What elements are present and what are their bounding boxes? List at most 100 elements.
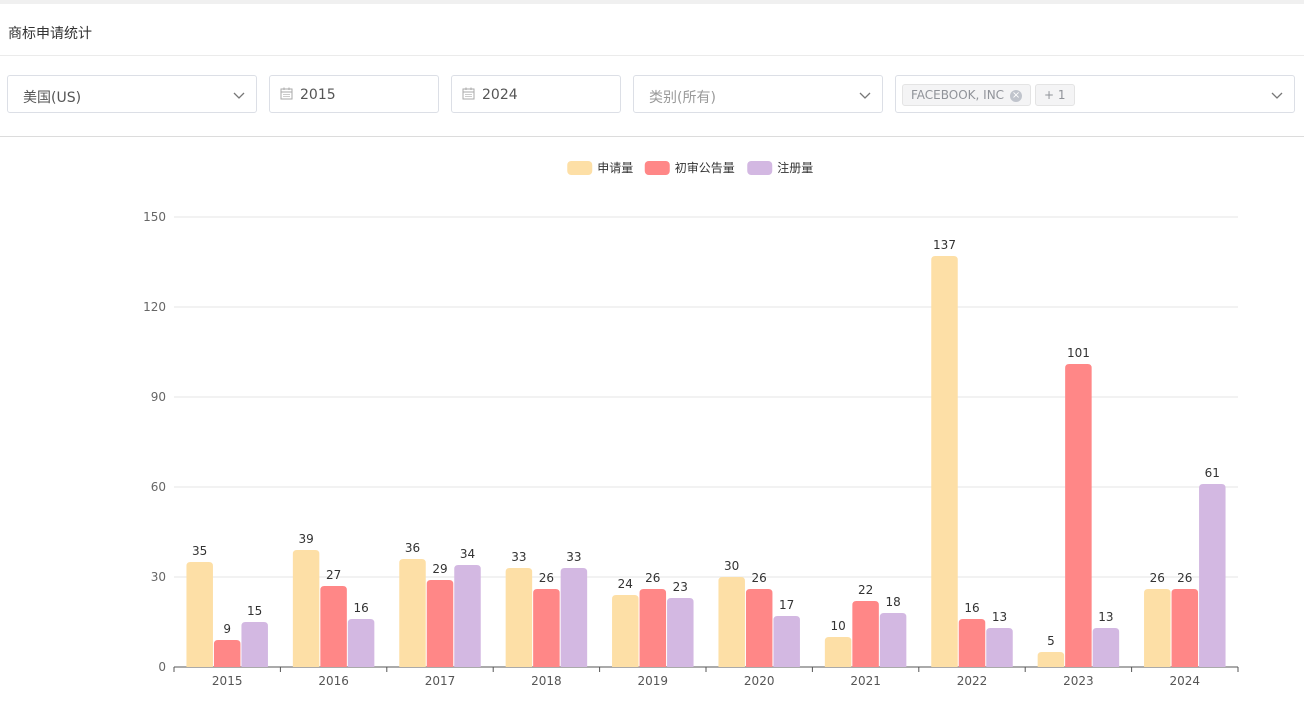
data-label: 36 (405, 541, 420, 555)
x-tick-label: 2015 (212, 674, 243, 688)
bar (399, 559, 426, 667)
bar (560, 568, 588, 667)
end-year-value: 2024 (482, 87, 518, 103)
legend-swatch (567, 161, 593, 175)
start-year-picker[interactable]: 2015 (269, 75, 439, 113)
bar (718, 577, 745, 667)
x-tick-label: 2021 (850, 674, 881, 688)
bar (612, 595, 639, 667)
calendar-icon (462, 87, 475, 100)
bar (292, 550, 320, 667)
y-tick-label: 30 (151, 570, 166, 584)
legend-swatch (644, 161, 670, 175)
country-value: 美国(US) (23, 90, 82, 106)
bar (1037, 652, 1065, 667)
bar (241, 622, 268, 667)
bar (186, 562, 213, 667)
data-label: 26 (1150, 571, 1165, 585)
chevron-down-icon (233, 92, 245, 99)
bar (505, 568, 533, 667)
bar (824, 637, 852, 667)
data-label: 26 (752, 571, 767, 585)
x-tick-label: 2016 (318, 674, 349, 688)
data-label: 61 (1205, 466, 1220, 480)
data-label: 9 (223, 622, 231, 636)
data-label: 33 (511, 550, 526, 564)
bar (986, 628, 1013, 667)
data-label: 24 (618, 577, 633, 591)
x-tick-label: 2019 (638, 674, 669, 688)
y-tick-label: 60 (151, 480, 166, 494)
applicant-more-tag: + 1 (1035, 84, 1075, 106)
data-label: 26 (645, 571, 660, 585)
bar (931, 256, 958, 667)
bar (320, 586, 347, 667)
data-label: 5 (1047, 634, 1055, 648)
data-label: 26 (1177, 571, 1192, 585)
trademark-chart: 0 30 60 90 120 150 2015 35 9 15 2016 39 27 16 2017 36 29… (0, 137, 1304, 707)
data-label: 101 (1067, 346, 1090, 360)
bar (773, 616, 800, 667)
y-tick-label: 120 (143, 300, 166, 314)
data-label: 26 (539, 571, 554, 585)
x-tick-label: 2017 (425, 674, 456, 688)
bar (1144, 589, 1171, 667)
bar (1065, 364, 1092, 667)
page-header: 商标申请统计 (0, 5, 1304, 56)
data-label: 22 (858, 583, 873, 597)
x-tick-label: 2023 (1063, 674, 1094, 688)
data-label: 23 (673, 580, 688, 594)
bar (852, 601, 879, 667)
data-label: 39 (298, 532, 313, 546)
data-label: 137 (933, 238, 956, 252)
data-label: 13 (992, 610, 1007, 624)
data-label: 16 (964, 601, 979, 615)
x-tick-label: 2018 (531, 674, 562, 688)
applicant-tag: FACEBOOK, INC × (902, 84, 1032, 106)
legend-label: 初审公告量 (675, 160, 735, 175)
bar-chart-svg: 0 30 60 90 120 150 2015 35 9 15 2016 39 27 16 2017 36 29… (143, 160, 1239, 688)
country-select[interactable]: 美国(US) (7, 75, 257, 113)
data-label: 33 (566, 550, 581, 564)
legend-label: 申请量 (597, 161, 633, 175)
data-label: 27 (326, 568, 341, 582)
data-label: 13 (1098, 610, 1113, 624)
bar (533, 589, 560, 667)
x-tick-label: 2020 (744, 674, 775, 688)
end-year-picker[interactable]: 2024 (451, 75, 621, 113)
chevron-down-icon (1271, 92, 1283, 99)
bar (1199, 484, 1226, 667)
data-label: 30 (724, 559, 739, 573)
bar (213, 640, 241, 667)
data-label: 34 (460, 547, 475, 561)
applicant-tag-label: FACEBOOK, INC (911, 88, 1005, 102)
y-tick-label: 0 (158, 660, 166, 674)
close-icon[interactable]: × (1010, 89, 1023, 102)
bar (639, 589, 667, 667)
data-label: 18 (885, 595, 900, 609)
bar (1092, 628, 1120, 667)
x-tick-label: 2022 (957, 674, 988, 688)
data-label: 15 (247, 604, 262, 618)
data-label: 17 (779, 598, 794, 612)
page-title: 商标申请统计 (8, 26, 92, 42)
bar (958, 619, 986, 667)
data-label: 29 (432, 562, 447, 576)
bar (745, 589, 773, 667)
data-label: 35 (192, 544, 207, 558)
legend-label: 注册量 (777, 160, 813, 175)
chevron-down-icon (859, 92, 871, 99)
applicant-select[interactable]: FACEBOOK, INC × + 1 (895, 75, 1295, 113)
y-tick-label: 90 (151, 390, 166, 404)
top-border (0, 0, 1304, 4)
data-label: 10 (830, 619, 845, 633)
bar (667, 598, 694, 667)
bar (347, 619, 375, 667)
y-tick-label: 150 (143, 210, 166, 224)
x-tick-label: 2024 (1170, 674, 1201, 688)
data-label: 16 (353, 601, 368, 615)
bar (426, 580, 454, 667)
bar (454, 565, 481, 667)
category-select[interactable]: 类别(所有) (633, 75, 883, 113)
filter-bar: 美国(US) 2015 2024 类别(所有) (0, 56, 1304, 137)
